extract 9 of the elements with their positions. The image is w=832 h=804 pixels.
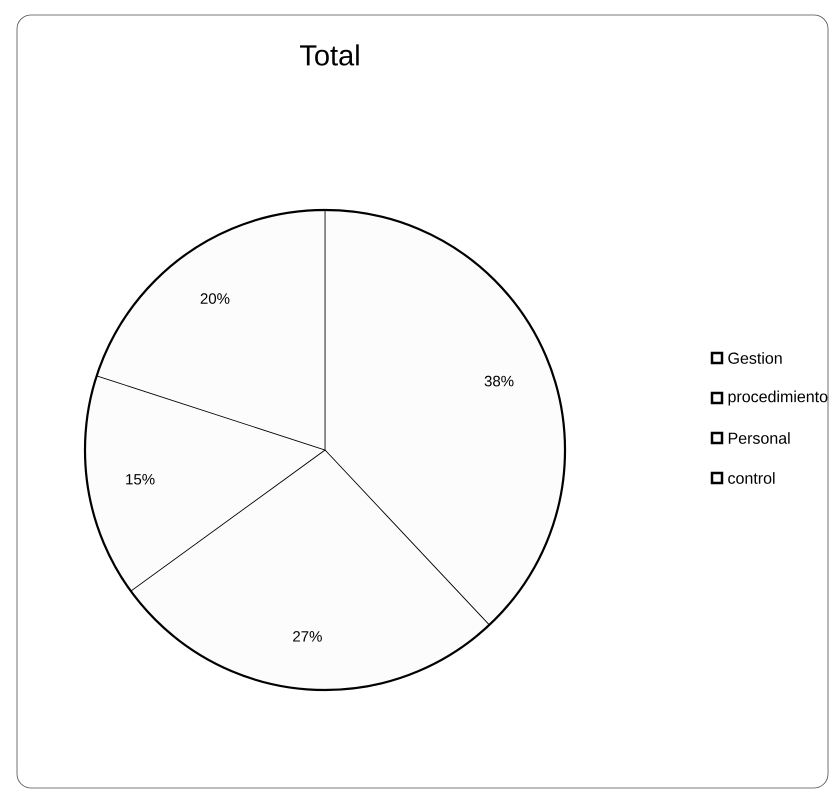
data-label: 38%: [484, 376, 514, 386]
chart-title: Total: [300, 44, 359, 66]
legend-label: Personal: [728, 432, 790, 444]
legend-label: Gestion: [728, 352, 782, 364]
legend-label: control: [728, 472, 774, 484]
data-label: 27%: [293, 631, 322, 642]
legend-label: procedimiento: [728, 390, 828, 406]
data-label: 20%: [200, 293, 230, 304]
data-label: 15%: [126, 474, 155, 485]
